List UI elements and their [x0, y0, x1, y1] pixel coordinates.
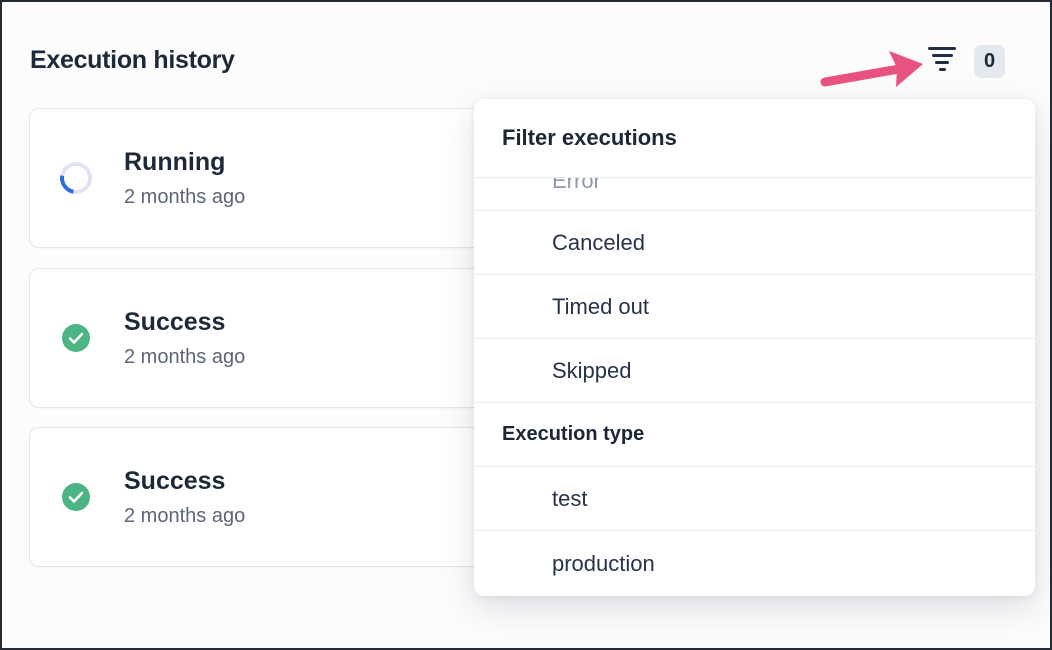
filter-option-production[interactable]: production [552, 550, 655, 576]
annotation-arrow-icon [820, 51, 923, 87]
execution-status: Success [124, 467, 226, 496]
spinner-icon [53, 155, 99, 201]
check-circle-icon [62, 483, 90, 511]
execution-status: Success [124, 308, 226, 337]
filter-option-error-clipped[interactable]: Error [474, 178, 1035, 211]
filter-option-timed-out[interactable]: Timed out [474, 275, 1035, 339]
card-text: Running 2 months ago [124, 148, 245, 208]
execution-type-section-header: Execution type [474, 403, 1035, 467]
filter-icon-bar [935, 61, 949, 64]
filter-option-test[interactable]: test [474, 467, 1035, 531]
filter-icon-bar [938, 68, 946, 71]
icon-box [60, 322, 92, 354]
page-title: Execution history [30, 46, 235, 74]
filter-option-label: Error [552, 178, 601, 193]
check-circle-icon [62, 324, 90, 352]
filter-panel-title: Filter executions [474, 99, 1035, 178]
execution-timestamp: 2 months ago [124, 185, 246, 208]
icon-box [60, 481, 92, 513]
filter-executions-dropdown: Filter executions Error Canceled Timed o… [474, 99, 1035, 596]
card-text: Success 2 months ago [124, 467, 245, 527]
execution-timestamp: 2 months ago [124, 345, 246, 368]
filter-option-skipped[interactable]: Skipped [474, 339, 1035, 403]
filter-count-badge[interactable]: 0 [974, 45, 1005, 78]
filter-icon-bar [928, 47, 956, 50]
filter-icon[interactable] [924, 47, 960, 73]
filter-icon-bar [931, 54, 953, 57]
icon-box [53, 155, 99, 201]
execution-status: Running [124, 148, 226, 177]
card-text: Success 2 months ago [124, 308, 245, 368]
execution-timestamp: 2 months ago [124, 504, 246, 527]
filter-option-canceled[interactable]: Canceled [474, 211, 1035, 275]
